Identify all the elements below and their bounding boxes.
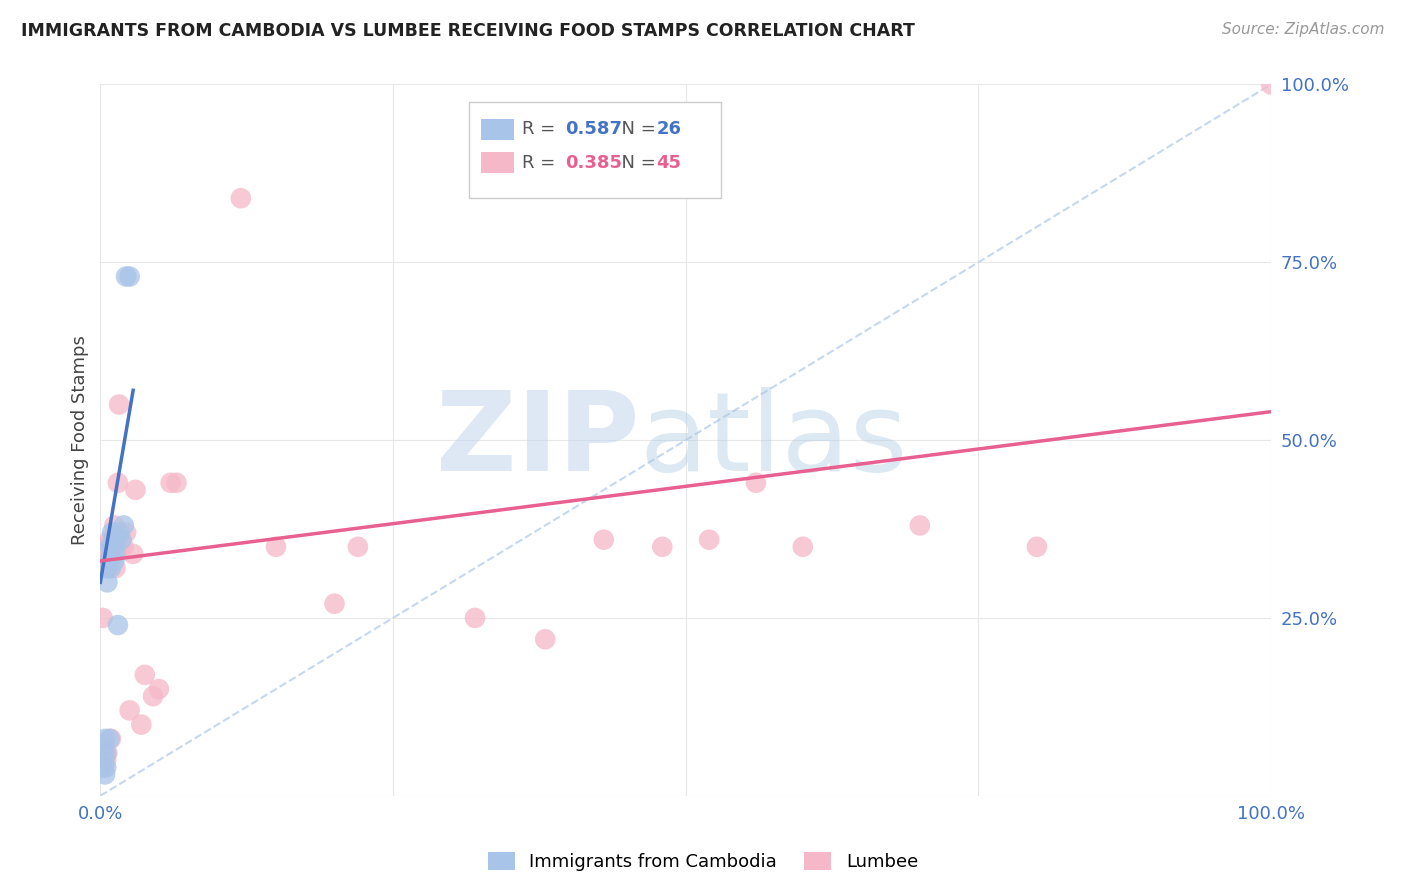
Text: 0.587: 0.587	[565, 120, 621, 138]
Point	[908, 518, 931, 533]
Text: N =: N =	[610, 120, 661, 138]
Point	[96, 760, 118, 774]
Text: 26: 26	[657, 120, 682, 138]
Text: N =: N =	[610, 153, 661, 171]
Point	[96, 753, 118, 767]
Point	[264, 540, 287, 554]
Point	[103, 533, 125, 547]
Point	[96, 746, 118, 760]
Point	[347, 540, 370, 554]
Point	[93, 753, 115, 767]
Point	[103, 554, 125, 568]
FancyBboxPatch shape	[470, 103, 721, 198]
Point	[110, 533, 132, 547]
Point	[98, 533, 121, 547]
Point	[98, 554, 121, 568]
Point	[98, 540, 121, 554]
Text: Source: ZipAtlas.com: Source: ZipAtlas.com	[1222, 22, 1385, 37]
Point	[94, 746, 117, 760]
Point	[104, 547, 127, 561]
Text: R =: R =	[522, 153, 561, 171]
Point	[592, 533, 614, 547]
Text: R =: R =	[522, 120, 561, 138]
Point	[91, 760, 114, 774]
Point	[115, 525, 138, 540]
Text: 45: 45	[657, 153, 682, 171]
Point	[94, 731, 117, 746]
Point	[103, 518, 125, 533]
Point	[93, 739, 115, 753]
Point	[112, 540, 135, 554]
Text: atlas: atlas	[638, 386, 907, 493]
Point	[148, 681, 170, 696]
Point	[100, 561, 122, 575]
Point	[122, 547, 145, 561]
Point	[107, 475, 129, 490]
Point	[110, 540, 132, 554]
Point	[93, 760, 115, 774]
Point	[100, 731, 122, 746]
Point	[115, 269, 138, 284]
Point	[96, 746, 118, 760]
Point	[651, 540, 673, 554]
Point	[1260, 78, 1282, 92]
Point	[534, 632, 557, 647]
Point	[792, 540, 814, 554]
Point	[118, 703, 141, 717]
Point	[229, 191, 252, 205]
FancyBboxPatch shape	[481, 119, 513, 140]
Point	[1026, 540, 1049, 554]
Point	[105, 533, 128, 547]
Point	[134, 668, 156, 682]
Point	[97, 554, 120, 568]
FancyBboxPatch shape	[481, 152, 513, 173]
Point	[107, 618, 129, 632]
Y-axis label: Receiving Food Stamps: Receiving Food Stamps	[72, 335, 89, 545]
Point	[323, 597, 346, 611]
Point	[112, 518, 135, 533]
Point	[108, 525, 131, 540]
Point	[103, 540, 125, 554]
Point	[97, 554, 120, 568]
Point	[118, 269, 141, 284]
Point	[697, 533, 720, 547]
Text: ZIP: ZIP	[436, 386, 638, 493]
Point	[124, 483, 146, 497]
Legend: Immigrants from Cambodia, Lumbee: Immigrants from Cambodia, Lumbee	[481, 845, 925, 879]
Text: 0.385: 0.385	[565, 153, 621, 171]
Point	[745, 475, 768, 490]
Point	[93, 540, 115, 554]
Point	[108, 398, 131, 412]
Point	[91, 611, 114, 625]
Point	[96, 561, 118, 575]
Point	[98, 731, 121, 746]
Point	[94, 767, 117, 781]
Point	[103, 540, 125, 554]
Point	[96, 561, 118, 575]
Point	[96, 575, 118, 590]
Point	[101, 533, 124, 547]
Point	[101, 540, 124, 554]
Text: IMMIGRANTS FROM CAMBODIA VS LUMBEE RECEIVING FOOD STAMPS CORRELATION CHART: IMMIGRANTS FROM CAMBODIA VS LUMBEE RECEI…	[21, 22, 915, 40]
Point	[159, 475, 181, 490]
Point	[110, 533, 132, 547]
Point	[165, 475, 187, 490]
Point	[142, 689, 165, 703]
Point	[101, 525, 124, 540]
Point	[464, 611, 486, 625]
Point	[104, 561, 127, 575]
Point	[131, 717, 153, 731]
Point	[96, 554, 118, 568]
